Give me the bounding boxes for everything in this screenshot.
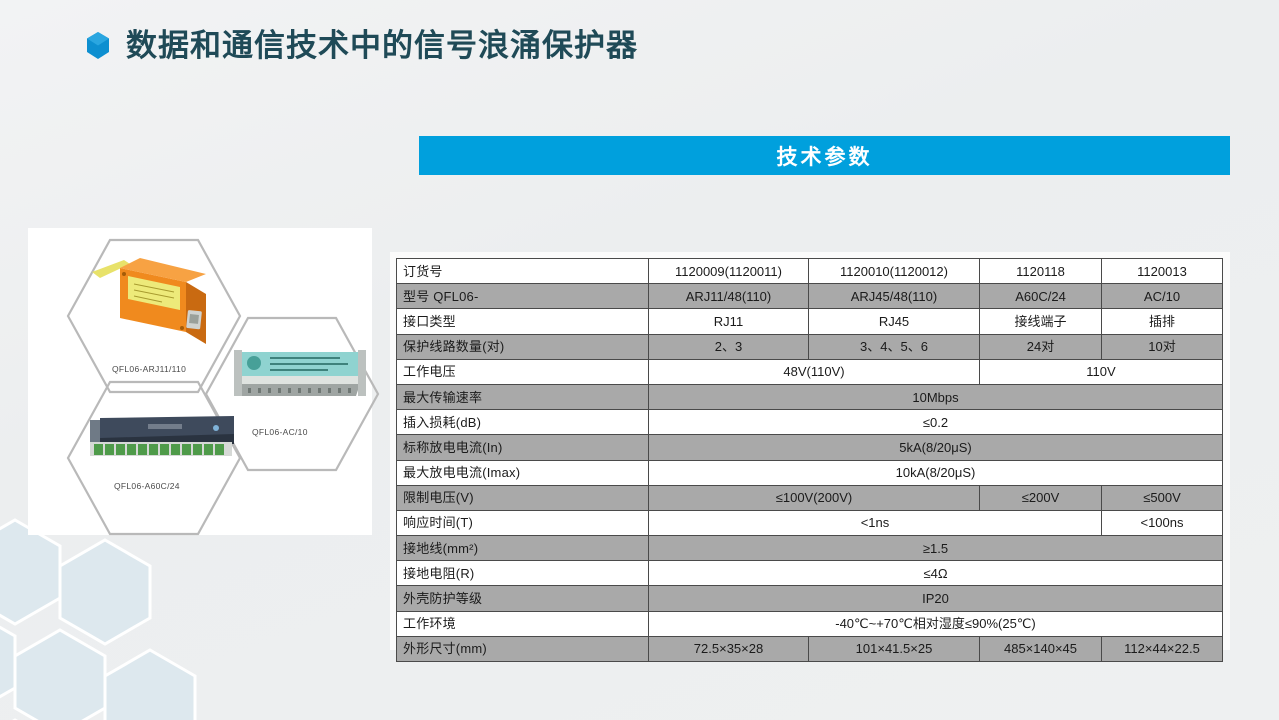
table-row: 接口类型 RJ11 RJ45 接线端子 插排 bbox=[396, 308, 1223, 335]
spec-row-value: 5kA(8/20μS) bbox=[648, 434, 1223, 461]
hexagon-watermark bbox=[0, 518, 197, 720]
spec-row-value: 485×140×45 bbox=[979, 635, 1102, 663]
spec-row-label: 工作环境 bbox=[396, 610, 649, 637]
hexagon-bullet-icon bbox=[87, 32, 109, 59]
table-row: 订货号 1120009(1120011) 1120010(1120012) 11201… bbox=[396, 257, 1223, 285]
product-photo-a60c24 bbox=[90, 416, 234, 456]
spec-row-value: 2、3 bbox=[648, 333, 809, 360]
spec-row-value: A60C/24 bbox=[979, 283, 1102, 310]
spec-row-value: 72.5×35×28 bbox=[648, 635, 809, 663]
spec-row-value: ≤0.2 bbox=[648, 409, 1223, 436]
spec-row-value: 101×41.5×25 bbox=[808, 635, 980, 663]
table-row: 外壳防护等级 IP20 bbox=[396, 585, 1223, 612]
spec-row-value: 接线端子 bbox=[979, 308, 1102, 335]
hexagon-frame-3 bbox=[66, 380, 242, 536]
table-row: 限制电压(V) ≤100V(200V) ≤200V ≤500V bbox=[396, 484, 1223, 511]
product-photo-arj11 bbox=[92, 258, 206, 344]
spec-row-value: 1120010(1120012) bbox=[808, 257, 980, 285]
spec-table: 订货号 1120009(1120011) 1120010(1120012) 11201… bbox=[396, 257, 1223, 663]
product-label-3: QFL06-A60C/24 bbox=[114, 481, 180, 491]
spec-row-value: ARJ11/48(110) bbox=[648, 283, 809, 310]
section-banner-label: 技术参数 bbox=[776, 145, 873, 169]
spec-row-value: RJ45 bbox=[808, 308, 980, 335]
spec-row-label: 工作电压 bbox=[396, 358, 649, 385]
spec-row-label: 外壳防护等级 bbox=[396, 585, 649, 612]
spec-row-value: -40℃~+70℃相对湿度≤90%(25℃) bbox=[648, 610, 1223, 637]
spec-row-label: 标称放电电流(In) bbox=[396, 434, 649, 461]
spec-row-value: 1120118 bbox=[979, 257, 1102, 285]
spec-row-value: ≤200V bbox=[979, 484, 1102, 511]
table-row: 接地线(mm²) ≥1.5 bbox=[396, 535, 1223, 562]
table-row: 保护线路数量(对) 2、3 3、4、5、6 24对 10对 bbox=[396, 333, 1223, 360]
spec-row-label: 型号 QFL06- bbox=[396, 283, 649, 310]
table-row: 工作环境 -40℃~+70℃相对湿度≤90%(25℃) bbox=[396, 610, 1223, 637]
spec-row-label: 最大放电电流(Imax) bbox=[396, 459, 649, 486]
spec-row-value: 插排 bbox=[1101, 308, 1223, 335]
hexagon-frame-1 bbox=[66, 238, 242, 394]
spec-row-label: 外形尺寸(mm) bbox=[396, 635, 649, 663]
table-row: 最大放电电流(Imax) 10kA(8/20μS) bbox=[396, 459, 1223, 486]
spec-row-value: 24对 bbox=[979, 333, 1102, 360]
section-banner: 技术参数 bbox=[419, 136, 1230, 175]
spec-row-value: 10对 bbox=[1101, 333, 1223, 360]
table-row: 接地电阻(R) ≤4Ω bbox=[396, 560, 1223, 587]
spec-row-value: <1ns bbox=[648, 509, 1102, 537]
table-row: 标称放电电流(In) 5kA(8/20μS) bbox=[396, 434, 1223, 461]
spec-row-value: ≤100V(200V) bbox=[648, 484, 980, 511]
spec-row-label: 最大传输速率 bbox=[396, 383, 649, 411]
spec-row-value: 112×44×22.5 bbox=[1101, 635, 1223, 663]
spec-row-label: 保护线路数量(对) bbox=[396, 333, 649, 360]
hexagon-frame-2 bbox=[204, 316, 380, 472]
page-title-row: 数据和通信技术中的信号浪涌保护器 bbox=[86, 30, 638, 61]
spec-row-value: 48V(110V) bbox=[648, 358, 980, 385]
table-row: 插入损耗(dB) ≤0.2 bbox=[396, 409, 1223, 436]
spec-row-value: 10kA(8/20μS) bbox=[648, 459, 1223, 486]
spec-row-label: 限制电压(V) bbox=[396, 484, 649, 511]
product-label-1: QFL06-ARJ11/110 bbox=[112, 364, 187, 374]
spec-row-label: 订货号 bbox=[396, 257, 649, 285]
spec-row-value: 10Mbps bbox=[648, 383, 1223, 411]
product-photo-ac10 bbox=[234, 350, 366, 396]
table-row: 最大传输速率 10Mbps bbox=[396, 383, 1223, 411]
spec-row-value: 110V bbox=[979, 358, 1223, 385]
spec-row-value: 3、4、5、6 bbox=[808, 333, 980, 360]
spec-row-label: 插入损耗(dB) bbox=[396, 409, 649, 436]
page-title: 数据和通信技术中的信号浪涌保护器 bbox=[126, 28, 638, 63]
spec-row-value: RJ11 bbox=[648, 308, 809, 335]
table-row: 响应时间(T) <1ns <100ns bbox=[396, 509, 1223, 537]
table-row: 工作电压 48V(110V) 110V bbox=[396, 358, 1223, 385]
product-label-2: QFL06-AC/10 bbox=[252, 427, 308, 437]
spec-row-value: ≤500V bbox=[1101, 484, 1223, 511]
table-row: 外形尺寸(mm) 72.5×35×28 101×41.5×25 485×140×45 1… bbox=[396, 635, 1223, 663]
spec-row-value: ≥1.5 bbox=[648, 535, 1223, 562]
spec-row-value: 1120013 bbox=[1101, 257, 1223, 285]
table-row: 型号 QFL06- ARJ11/48(110) ARJ45/48(110) A60C/… bbox=[396, 283, 1223, 310]
spec-row-label: 接地线(mm²) bbox=[396, 535, 649, 562]
spec-row-value: 1120009(1120011) bbox=[648, 257, 809, 285]
product-image-panel: QFL06-ARJ11/110 QFL06-AC/10 QFL06-A60C/2… bbox=[28, 228, 380, 536]
spec-row-label: 接口类型 bbox=[396, 308, 649, 335]
spec-row-value: ≤4Ω bbox=[648, 560, 1223, 587]
spec-row-value: <100ns bbox=[1101, 509, 1223, 537]
spec-row-value: AC/10 bbox=[1101, 283, 1223, 310]
spec-row-label: 响应时间(T) bbox=[396, 509, 649, 537]
spec-table-frame: 订货号 1120009(1120011) 1120010(1120012) 11201… bbox=[390, 252, 1230, 663]
spec-row-value: ARJ45/48(110) bbox=[808, 283, 980, 310]
spec-row-value: IP20 bbox=[648, 585, 1223, 612]
spec-row-label: 接地电阻(R) bbox=[396, 560, 649, 587]
